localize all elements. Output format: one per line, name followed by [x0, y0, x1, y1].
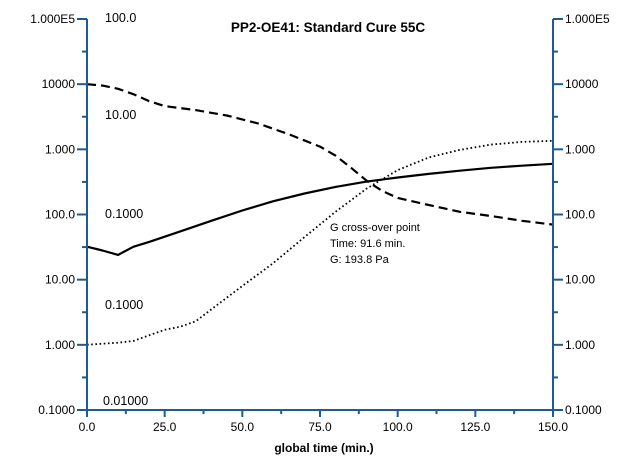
inner-axis-label: 100.0: [105, 11, 136, 25]
y-tick-label-left: 1.000: [45, 338, 75, 352]
inner-axis-label: 0.1000: [105, 207, 143, 221]
series-line-dashed: [86, 83, 554, 226]
chart-title: PP2-OE41: Standard Cure 55C: [231, 20, 426, 35]
series-line-solid: [86, 162, 554, 256]
inner-axis-label: 0.01000: [103, 394, 148, 408]
y-tick-label-right: 1.000: [565, 142, 595, 156]
annotation-line-2: Time: 91.6 min.: [330, 238, 405, 250]
y-tick-label-left: 1.000: [45, 142, 75, 156]
x-axis-label: global time (min.): [274, 441, 373, 455]
x-tick-label: 100.0: [383, 420, 413, 434]
series-line-dotted: [86, 139, 554, 346]
axes-layer: [77, 18, 563, 417]
x-tick-label: 150.0: [538, 420, 568, 434]
y-tick-label-right: 1.000: [565, 338, 595, 352]
series-layer: [86, 83, 554, 346]
y-tick-label-left: 1.000E5: [30, 12, 75, 26]
crossover-annotation: G cross-over point Time: 91.6 min. G: 19…: [330, 222, 420, 266]
inner-axis-label: 0.1000: [105, 298, 143, 312]
y-tick-label-right: 1.000E5: [565, 12, 610, 26]
annotation-line-1: G cross-over point: [330, 222, 420, 234]
x-tick-label: 125.0: [460, 420, 490, 434]
y-tick-label-left: 10000: [42, 77, 76, 91]
y-tick-label-right: 0.1000: [565, 403, 602, 417]
y-tick-label-right: 100.0: [565, 208, 595, 222]
y-tick-label-right: 10000: [565, 77, 599, 91]
x-tick-label: 25.0: [153, 420, 177, 434]
y-tick-label-left: 0.1000: [38, 403, 75, 417]
annotation-line-3: G: 193.8 Pa: [330, 254, 390, 266]
x-tick-label: 0.0: [79, 420, 96, 434]
x-tick-label: 75.0: [308, 420, 332, 434]
x-tick-label: 50.0: [231, 420, 255, 434]
y-tick-label-left: 100.0: [45, 208, 75, 222]
y-tick-label-right: 10.00: [565, 273, 595, 287]
label-layer: 0.1000 0.1000 1.000 1.000 10.00 10.00 100.0 100…: [30, 11, 610, 434]
inner-axis-label: 10.00: [105, 108, 136, 122]
y-tick-label-left: 10.00: [45, 273, 75, 287]
